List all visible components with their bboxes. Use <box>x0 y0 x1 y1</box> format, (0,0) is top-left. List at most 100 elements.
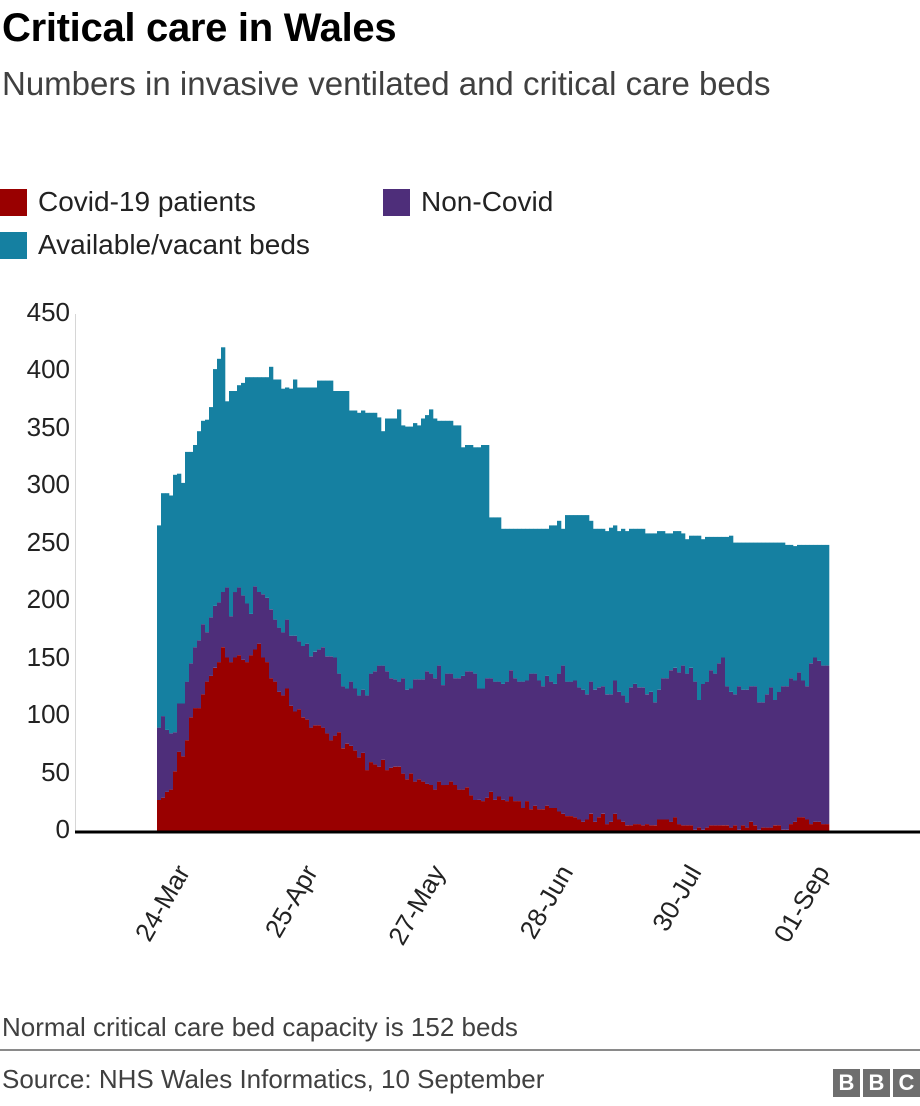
covid-bar <box>681 825 686 831</box>
covid-bar <box>593 821 598 831</box>
legend-label: Covid-19 patients <box>38 186 256 217</box>
covid-bar <box>333 735 338 831</box>
covid-bar <box>401 773 406 831</box>
non-covid-bar <box>225 587 230 658</box>
available-bar <box>341 391 346 687</box>
non-covid-bar <box>229 616 234 663</box>
available-bar <box>489 517 494 679</box>
chart-title: Critical care in Wales <box>2 6 397 50</box>
non-covid-bar <box>353 688 358 751</box>
available-bar <box>265 377 270 598</box>
non-covid-bar <box>673 667 678 818</box>
non-covid-bar <box>509 670 514 797</box>
non-covid-bar <box>701 683 706 830</box>
y-tick-label: 350 <box>26 411 70 442</box>
available-bar <box>353 410 358 689</box>
covid-bar <box>225 657 230 831</box>
non-covid-bar <box>485 678 490 798</box>
non-covid-bar <box>617 692 622 820</box>
available-bar <box>677 531 682 673</box>
non-covid-bar <box>157 727 162 800</box>
covid-bar <box>397 766 402 831</box>
available-bar <box>165 493 170 730</box>
non-covid-bar <box>649 692 654 826</box>
available-bar <box>405 426 410 690</box>
covid-bar <box>509 796 514 831</box>
non-covid-bar <box>809 663 814 825</box>
covid-bar <box>345 743 350 831</box>
y-tick-label: 200 <box>26 584 70 615</box>
non-covid-bar <box>537 680 542 810</box>
available-bar <box>541 528 546 687</box>
non-covid-bar <box>385 671 390 771</box>
available-bar <box>753 542 758 687</box>
covid-bar <box>305 719 310 831</box>
available-bar <box>649 533 654 692</box>
y-tick-label: 450 <box>26 297 70 327</box>
covid-bar <box>157 800 162 831</box>
legend-label: Available/vacant beds <box>38 229 310 260</box>
available-bar <box>465 445 470 672</box>
available-bar <box>733 542 738 695</box>
non-covid-bar <box>665 678 670 820</box>
available-bar <box>389 418 394 679</box>
available-bar <box>261 377 266 595</box>
covid-bar <box>389 767 394 831</box>
bbc-logo: B B C <box>833 1069 920 1097</box>
covid-bar <box>301 717 306 831</box>
non-covid-bar <box>805 686 810 820</box>
covid-bar <box>821 824 826 831</box>
covid-bar <box>633 824 638 831</box>
available-bar <box>577 515 582 688</box>
covid-bar <box>629 825 634 831</box>
covid-bar <box>269 678 274 831</box>
non-covid-bar <box>289 635 294 706</box>
covid-bar <box>717 825 722 831</box>
available-bar <box>693 535 698 682</box>
non-covid-bar <box>257 592 262 644</box>
available-bar <box>485 445 490 679</box>
non-covid-bar <box>533 673 538 806</box>
covid-bar <box>521 808 526 831</box>
non-covid-bar <box>753 686 758 826</box>
non-covid-bar <box>253 586 258 650</box>
non-covid-bar <box>797 672 802 818</box>
available-bar <box>545 528 550 676</box>
covid-bar <box>557 811 562 831</box>
covid-bar <box>777 825 782 831</box>
non-covid-bar <box>181 703 186 757</box>
available-bar <box>817 544 822 661</box>
covid-bar <box>605 824 610 831</box>
available-bar <box>697 535 702 700</box>
covid-bar <box>529 809 534 831</box>
non-covid-bar <box>745 689 750 828</box>
chart-note: Normal critical care bed capacity is 152… <box>2 1012 518 1042</box>
non-covid-bar <box>309 656 314 728</box>
available-bar <box>337 391 342 674</box>
covid-bar <box>741 825 746 831</box>
covid-bar <box>573 817 578 831</box>
available-bar <box>729 535 734 692</box>
non-covid-bar <box>641 687 646 826</box>
available-bar <box>317 380 322 650</box>
covid-bar <box>641 825 646 831</box>
legend-swatch-covid <box>0 188 27 216</box>
legend-item-non-covid: Non-Covid <box>383 186 553 218</box>
available-bar <box>369 412 374 674</box>
covid-bar <box>181 756 186 831</box>
covid-bar <box>357 757 362 831</box>
non-covid-bar <box>565 681 570 816</box>
covid-bar <box>289 705 294 831</box>
covid-bar <box>185 740 190 831</box>
available-bar <box>433 418 438 679</box>
y-tick-label: 100 <box>26 699 70 730</box>
available-bar <box>605 531 610 695</box>
non-covid-bar <box>281 632 286 696</box>
available-bar <box>293 379 298 636</box>
non-covid-bar <box>589 681 594 814</box>
logo-letter: B <box>833 1069 860 1097</box>
covid-bar <box>217 662 222 831</box>
non-covid-bar <box>449 673 454 782</box>
non-covid-bar <box>693 681 698 830</box>
non-covid-bar <box>397 681 402 767</box>
